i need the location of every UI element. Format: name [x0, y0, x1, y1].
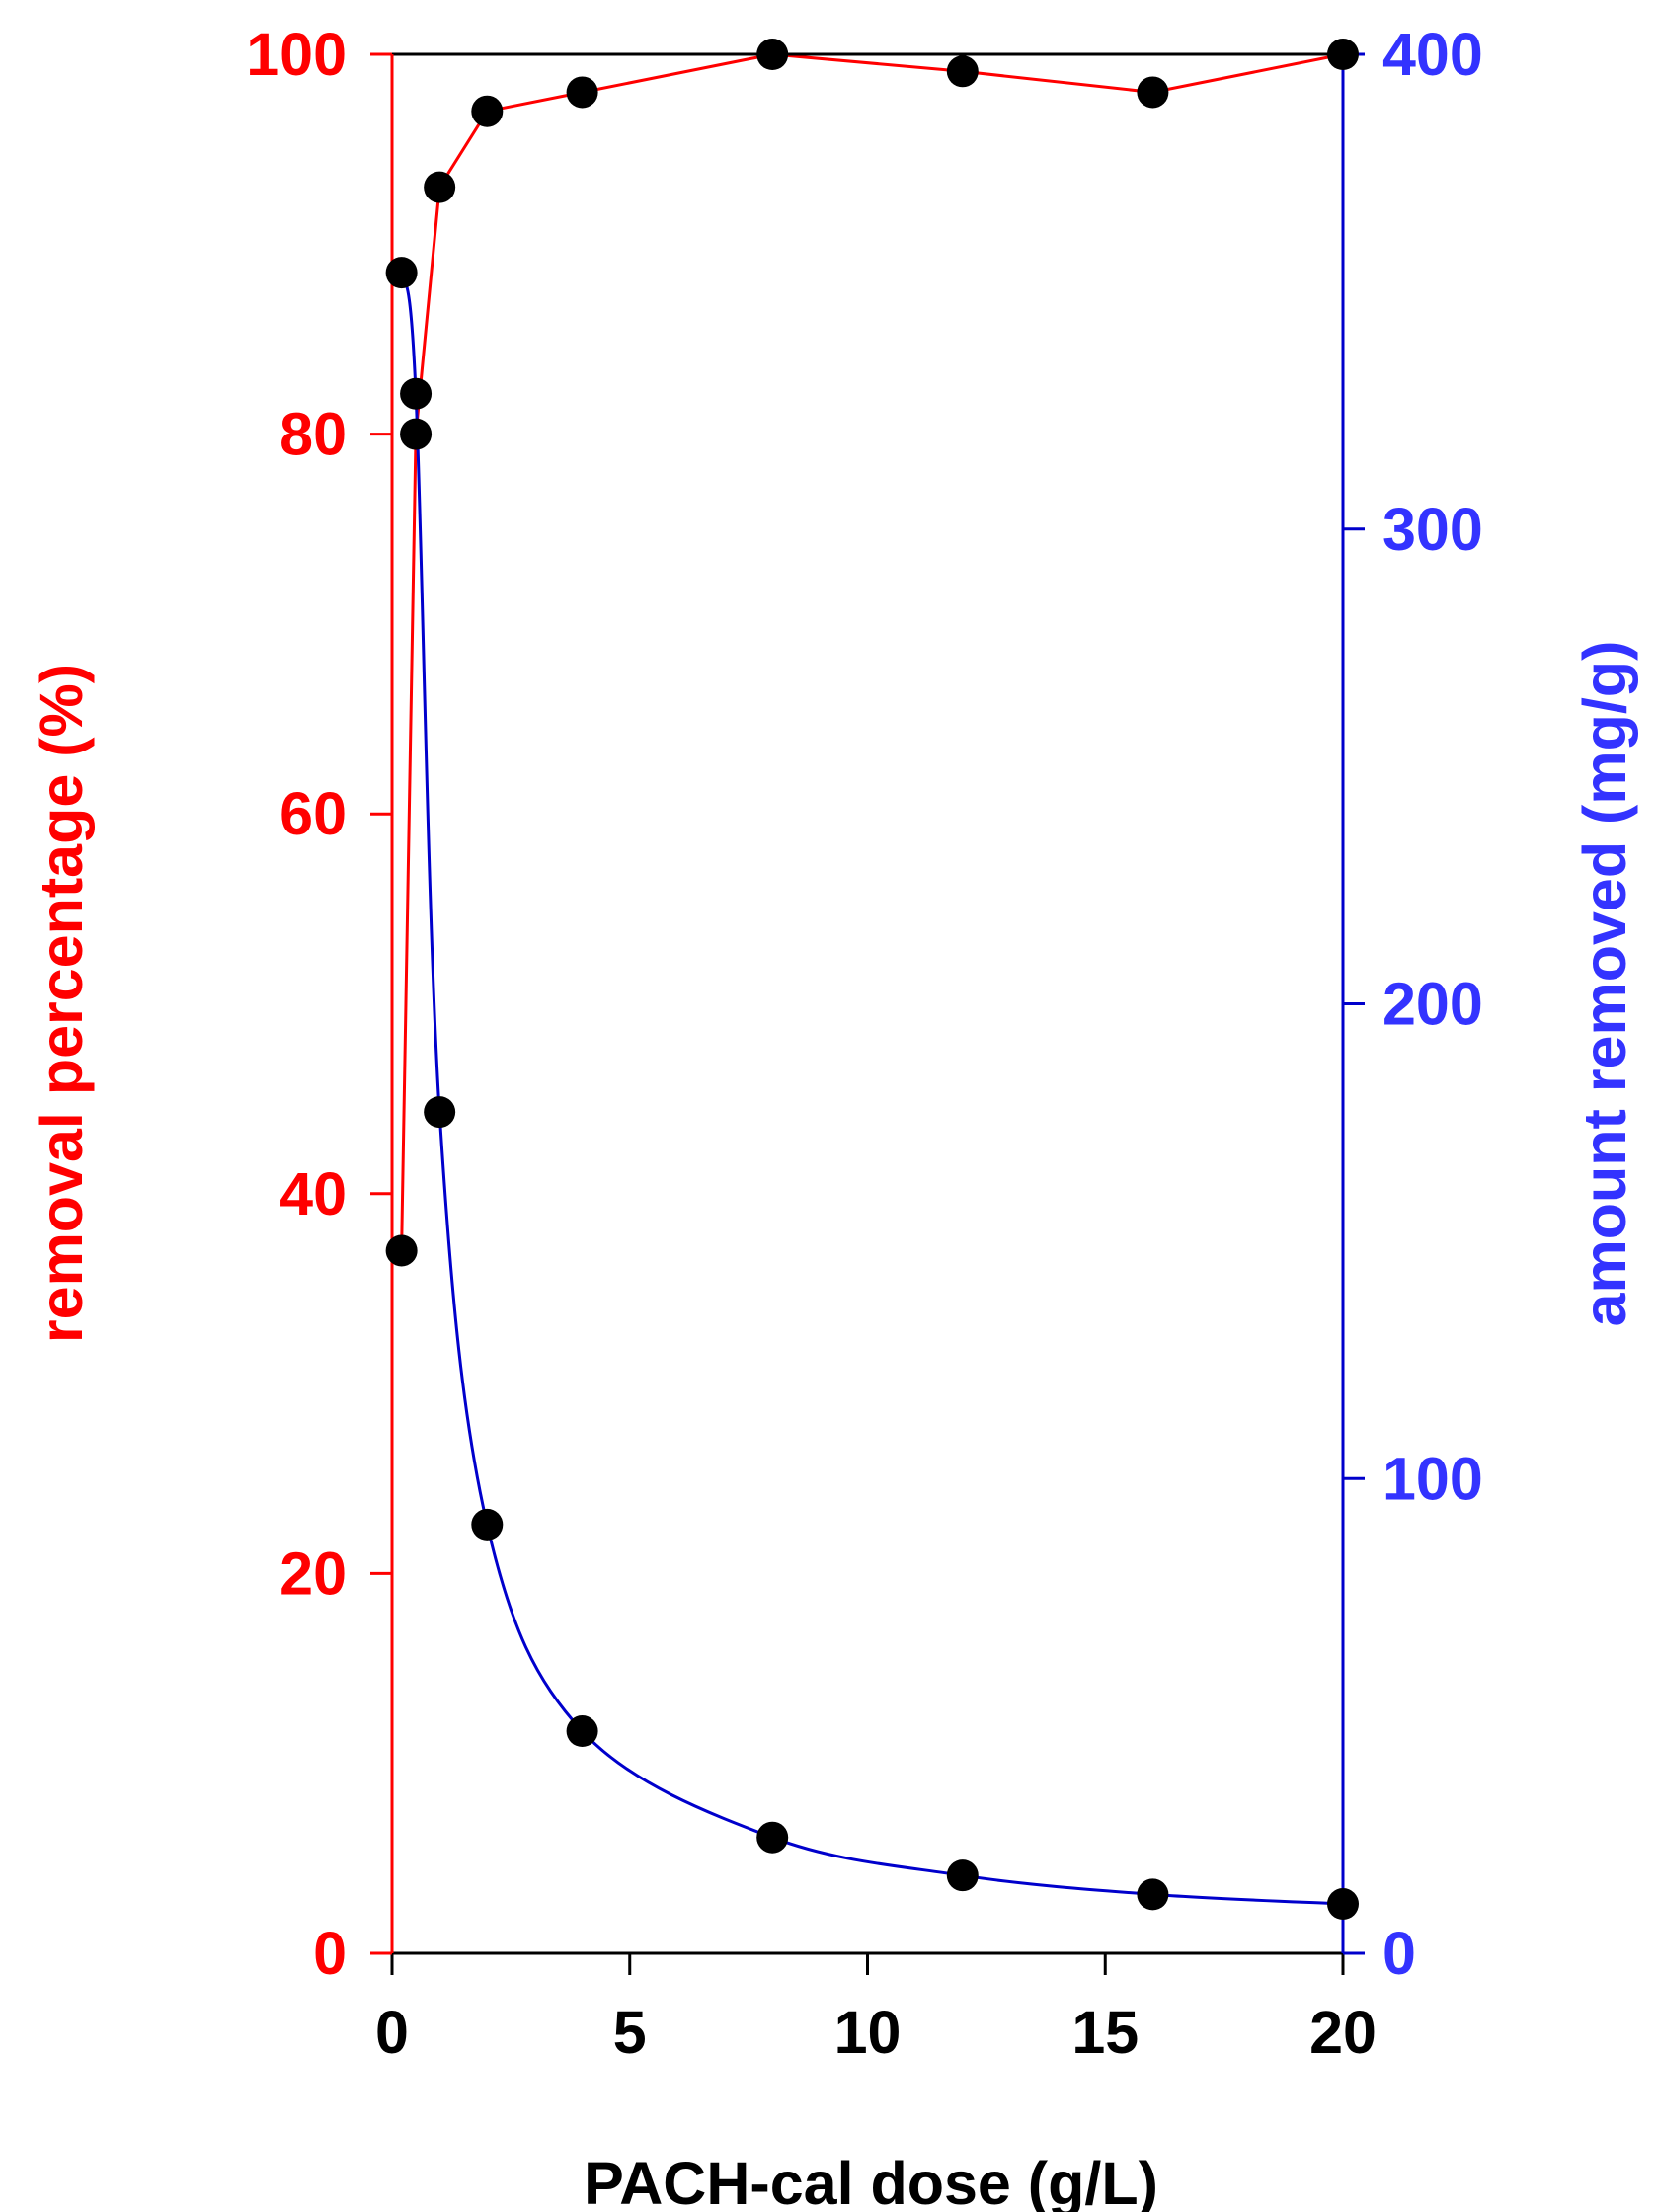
x-axis-title: PACH-cal dose (g/L): [584, 2150, 1158, 2212]
data-point-series-2: [400, 377, 433, 410]
y-tick-label-left: 100: [246, 21, 347, 88]
data-point-series-1: [566, 76, 598, 109]
y-tick-label-right: 100: [1382, 1445, 1483, 1512]
y-axis-title-left: removal percentage (%): [28, 664, 95, 1343]
y-tick-label-right: 300: [1382, 496, 1483, 563]
data-point-series-1: [1137, 76, 1169, 109]
data-point-series-2: [1327, 1888, 1359, 1921]
x-tick-label: 15: [1071, 1999, 1139, 2066]
series-line-2: [400, 272, 1344, 1906]
y-tick-label-right: 200: [1382, 971, 1483, 1038]
y-tick-label-right: 400: [1382, 21, 1483, 88]
x-tick-label: 5: [613, 1999, 647, 2066]
data-point-series-2: [756, 1821, 789, 1854]
data-point-series-1: [424, 171, 456, 203]
data-point-series-1: [400, 418, 433, 450]
y-tick-label-left: 0: [313, 1920, 347, 1987]
y-tick-label-left: 60: [279, 780, 347, 847]
series-line-1: [400, 52, 1344, 1251]
data-point-series-1: [385, 1234, 418, 1267]
y-tick-label-right: 0: [1382, 1920, 1416, 1987]
data-point-series-1: [471, 95, 504, 127]
x-tick-label: 20: [1309, 1999, 1377, 2066]
y-tick-label-left: 80: [279, 401, 347, 468]
data-point-series-1: [946, 55, 979, 88]
data-point-series-2: [471, 1508, 504, 1540]
data-point-series-2: [566, 1715, 598, 1748]
data-markers: [385, 39, 1359, 1921]
data-point-series-2: [946, 1859, 979, 1892]
x-tick-label: 0: [375, 1999, 409, 2066]
y-axis-title-right: amount removed (mg/g): [1571, 641, 1638, 1327]
data-point-series-1: [1327, 39, 1359, 70]
axes: [370, 52, 1365, 1975]
data-point-series-2: [424, 1096, 456, 1129]
y-tick-label-left: 20: [279, 1540, 347, 1607]
data-point-series-1: [756, 39, 789, 70]
data-point-series-2: [385, 257, 418, 289]
data-point-series-2: [1137, 1878, 1169, 1911]
x-tick-label: 10: [834, 1999, 902, 2066]
series-lines: [400, 52, 1344, 1906]
y-tick-label-left: 40: [279, 1160, 347, 1227]
